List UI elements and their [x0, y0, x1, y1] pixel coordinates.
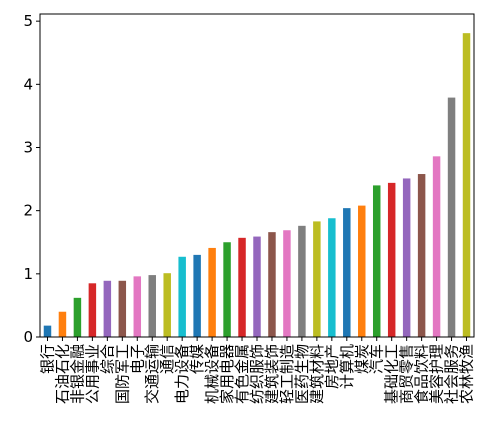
x-tick-label: 商贸零售 [398, 344, 416, 404]
bar [313, 221, 321, 337]
bar [58, 311, 67, 337]
x-tick-label: 食品饮料 [413, 344, 431, 404]
x-tick-label: 机械设备 [203, 344, 221, 404]
bar [387, 182, 396, 337]
bar [447, 97, 456, 338]
y-tick-label: 0 [23, 328, 33, 346]
x-tick-label: 传媒 [188, 344, 206, 374]
x-tick-label: 电力设备 [173, 344, 191, 404]
bar [432, 156, 441, 337]
x-tick-label: 汽车 [368, 344, 386, 374]
x-tick-label: 通信 [158, 344, 176, 374]
x-tick-label: 家用电器 [218, 344, 236, 404]
bar [358, 205, 366, 337]
y-tick-label: 1 [23, 265, 33, 283]
bar [238, 237, 246, 337]
x-tick-label: 房地产 [323, 344, 341, 389]
x-tick-label: 纺织服饰 [248, 344, 266, 404]
bar [402, 178, 411, 337]
x-tick-label: 交通运输 [143, 344, 161, 404]
y-tick-label: 2 [23, 202, 33, 220]
bar [462, 33, 471, 337]
bar [178, 256, 186, 337]
bar [417, 174, 426, 337]
x-tick-label: 电子 [128, 344, 146, 374]
bar [43, 325, 52, 337]
axes-frame [39, 13, 475, 338]
x-tick-label: 银行 [38, 344, 56, 374]
bar [328, 218, 336, 337]
x-tick-label: 计算机 [338, 344, 356, 389]
bar [118, 280, 127, 337]
bar [208, 247, 216, 337]
bar [88, 283, 97, 337]
y-tick-label: 5 [23, 12, 33, 30]
x-tick-label: 建筑材料 [308, 344, 326, 404]
bar [372, 185, 381, 337]
bar [193, 254, 201, 337]
x-tick-label: 轻工制造 [278, 344, 296, 404]
bar [253, 236, 261, 337]
x-tick-label: 煤炭 [353, 344, 371, 374]
bar [163, 273, 171, 337]
bar [268, 232, 276, 337]
x-tick-label: 公用事业 [83, 344, 101, 404]
x-tick-label: 社会服务 [443, 344, 461, 404]
x-tick-label: 石油石化 [53, 344, 71, 404]
x-tick-label: 美容护理 [428, 344, 446, 404]
bar [283, 230, 291, 337]
bar [133, 276, 142, 337]
bar [298, 225, 306, 337]
x-tick-label: 医药生物 [293, 344, 311, 404]
x-tick-label: 基础化工 [383, 344, 401, 404]
x-tick-label: 有色金属 [233, 344, 251, 404]
y-tick-label: 3 [23, 138, 33, 156]
bar [343, 208, 351, 337]
bar [223, 242, 231, 337]
bar [73, 297, 82, 337]
x-tick-label: 农林牧渔 [458, 344, 476, 404]
x-tick-label: 非银金融 [68, 344, 86, 404]
x-tick-label: 国防军工 [113, 344, 131, 404]
x-tick-label: 建筑装饰 [263, 344, 281, 404]
y-tick-label: 4 [23, 75, 33, 93]
x-tick-label: 综合 [98, 344, 116, 374]
bar [148, 275, 156, 337]
bar [103, 280, 112, 337]
